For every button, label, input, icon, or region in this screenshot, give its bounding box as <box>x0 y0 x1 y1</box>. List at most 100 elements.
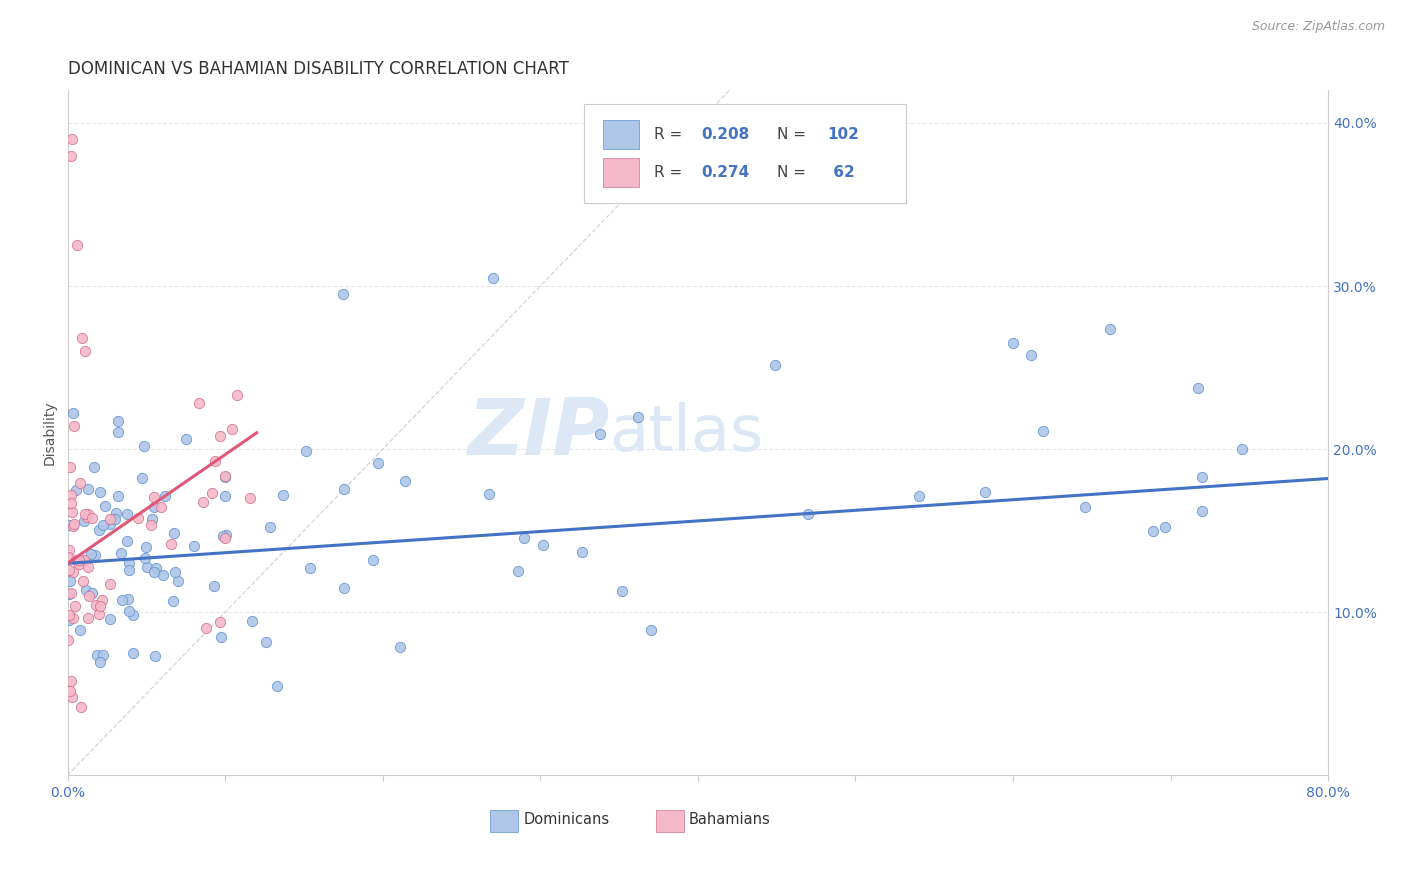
Point <box>60 690 83 704</box>
Point <box>513 531 536 545</box>
Point <box>77 589 100 603</box>
Point <box>367 456 389 470</box>
Text: R =: R = <box>654 128 688 143</box>
Point <box>135 540 157 554</box>
Point <box>107 489 129 503</box>
Point <box>388 640 411 654</box>
FancyBboxPatch shape <box>603 158 638 186</box>
Point <box>60 496 83 510</box>
Point <box>627 409 650 424</box>
Point <box>209 630 232 644</box>
Text: 62: 62 <box>828 165 855 180</box>
Point <box>141 512 163 526</box>
Point <box>143 490 166 504</box>
Point <box>66 238 89 252</box>
Point <box>1154 519 1177 533</box>
Point <box>221 422 243 436</box>
Point <box>271 488 294 502</box>
Point <box>58 518 80 533</box>
Point <box>107 425 129 440</box>
Text: 0.208: 0.208 <box>702 128 749 143</box>
Point <box>70 699 93 714</box>
Point <box>56 632 79 647</box>
Point <box>201 485 224 500</box>
Point <box>58 586 80 600</box>
Point <box>254 635 277 649</box>
Text: 102: 102 <box>828 128 859 143</box>
Point <box>1098 322 1121 336</box>
Text: N =: N = <box>778 165 811 180</box>
Point <box>72 574 94 589</box>
Point <box>121 646 143 660</box>
Point <box>59 673 82 688</box>
Point <box>531 538 554 552</box>
Point <box>117 592 139 607</box>
Point <box>89 655 111 669</box>
FancyBboxPatch shape <box>603 120 638 149</box>
Text: Bahamians: Bahamians <box>689 813 770 828</box>
Point <box>59 683 82 698</box>
Point <box>204 454 226 468</box>
Point <box>1142 524 1164 538</box>
Point <box>361 553 384 567</box>
Point <box>142 500 165 514</box>
Point <box>333 483 356 497</box>
Point <box>84 548 107 562</box>
Point <box>63 419 86 434</box>
Text: DOMINICAN VS BAHAMIAN DISABILITY CORRELATION CHART: DOMINICAN VS BAHAMIAN DISABILITY CORRELA… <box>67 60 568 78</box>
Point <box>153 489 176 503</box>
Point <box>478 487 501 501</box>
Point <box>610 584 633 599</box>
Point <box>63 599 86 613</box>
Point <box>89 599 111 614</box>
Point <box>87 523 110 537</box>
Point <box>76 610 98 624</box>
Point <box>73 554 96 568</box>
FancyBboxPatch shape <box>657 810 683 832</box>
Point <box>259 520 281 534</box>
Point <box>105 506 128 520</box>
Point <box>59 148 82 162</box>
Point <box>127 511 149 525</box>
Point <box>76 560 98 574</box>
Point <box>1187 381 1209 395</box>
Point <box>143 648 166 663</box>
Point <box>70 331 93 345</box>
Point <box>908 489 931 503</box>
Point <box>77 482 100 496</box>
Text: ZIP: ZIP <box>467 395 610 471</box>
Point <box>163 525 186 540</box>
Point <box>62 565 84 579</box>
Point <box>122 608 145 623</box>
Point <box>76 509 98 524</box>
Point <box>160 537 183 551</box>
Point <box>59 586 82 600</box>
Point <box>79 548 101 562</box>
Point <box>214 489 236 503</box>
Point <box>59 460 82 475</box>
Point <box>60 132 83 146</box>
Point <box>91 517 114 532</box>
Point <box>67 558 90 572</box>
Point <box>62 518 84 533</box>
Text: 0.274: 0.274 <box>702 165 749 180</box>
Point <box>98 577 121 591</box>
Point <box>974 484 997 499</box>
Point <box>142 566 165 580</box>
Point <box>145 561 167 575</box>
Point <box>208 429 231 443</box>
Point <box>226 387 249 401</box>
Point <box>132 439 155 453</box>
Point <box>214 470 236 484</box>
Point <box>73 514 96 528</box>
Point <box>134 551 156 566</box>
Point <box>65 483 87 498</box>
Point <box>89 485 111 500</box>
Point <box>117 563 139 577</box>
Point <box>214 528 236 542</box>
Point <box>69 624 91 638</box>
Point <box>62 516 84 531</box>
Point <box>1002 336 1025 351</box>
Text: atlas: atlas <box>610 401 763 464</box>
Text: N =: N = <box>778 128 811 143</box>
